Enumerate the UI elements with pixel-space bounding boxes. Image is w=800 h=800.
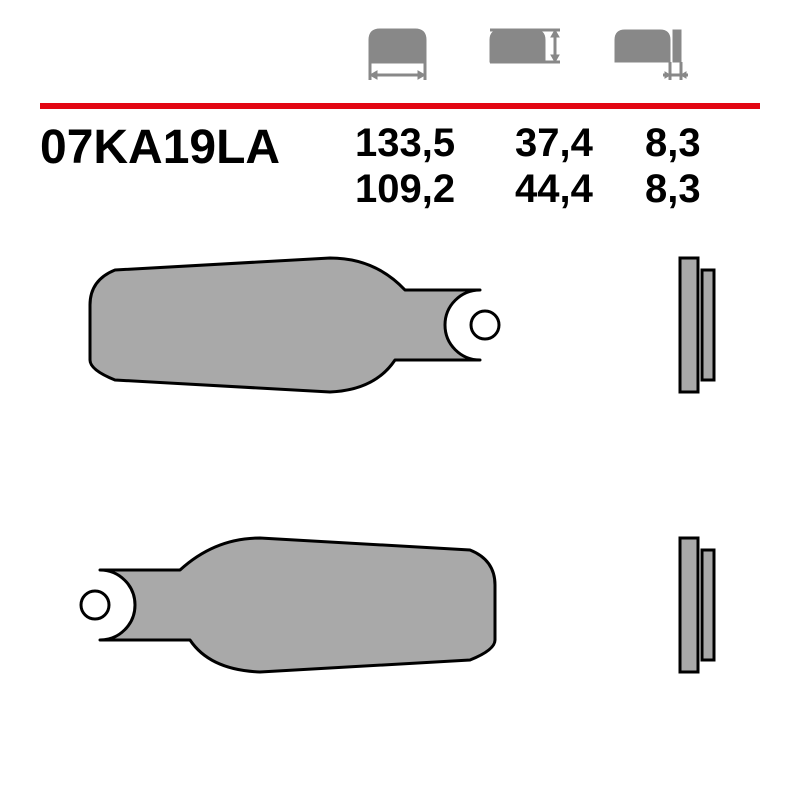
dim-width-1: 133,5 — [355, 120, 515, 166]
dim-thickness-1: 8,3 — [645, 120, 740, 166]
pad-a-side — [680, 258, 698, 392]
spec-row: 07KA19LA 133,5 37,4 8,3 109,2 44,4 8,3 — [40, 120, 740, 212]
height-dimension-icon — [480, 20, 565, 85]
dim-height-2: 44,4 — [515, 166, 645, 212]
pad-b-front-hole — [81, 591, 109, 619]
pad-b-side — [680, 538, 698, 672]
pad-a-front — [90, 258, 480, 392]
dimensions-block: 133,5 37,4 8,3 109,2 44,4 8,3 — [355, 120, 740, 212]
dimensions-row-2: 109,2 44,4 8,3 — [355, 166, 740, 212]
thickness-dimension-icon — [605, 20, 690, 85]
technical-drawing — [40, 240, 760, 770]
pad-a-front-hole — [471, 311, 499, 339]
separator-line — [40, 103, 760, 109]
pad-b-front — [100, 538, 495, 672]
dimensions-row-1: 133,5 37,4 8,3 — [355, 120, 740, 166]
dimension-legend-icons — [355, 20, 690, 85]
width-dimension-icon — [355, 20, 440, 85]
pad-a-side-backplate — [702, 270, 714, 380]
dim-width-2: 109,2 — [355, 166, 515, 212]
part-number: 07KA19LA — [40, 120, 355, 212]
page-container: 07KA19LA 133,5 37,4 8,3 109,2 44,4 8,3 — [0, 0, 800, 800]
dim-thickness-2: 8,3 — [645, 166, 740, 212]
pad-b-side-backplate — [702, 550, 714, 660]
dim-height-1: 37,4 — [515, 120, 645, 166]
